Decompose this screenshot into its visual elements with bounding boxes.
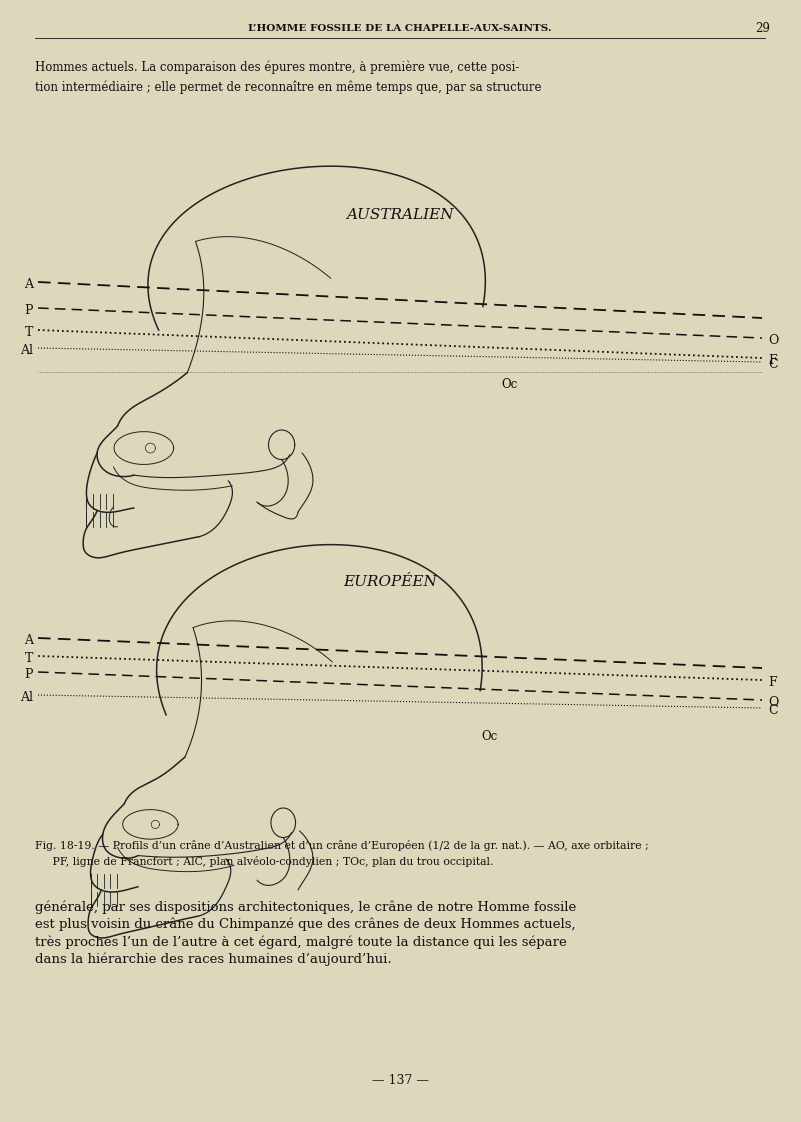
Text: tion intermédiaire ; elle permet de reconnaître en même temps que, par sa struct: tion intermédiaire ; elle permet de reco… [35,80,541,93]
Text: P: P [25,668,33,681]
Text: P: P [25,303,33,316]
Text: F: F [768,675,777,689]
Text: Oc: Oc [482,730,498,743]
Text: Hommes actuels. La comparaison des épures montre, à première vue, cette posi-: Hommes actuels. La comparaison des épure… [35,59,519,74]
Text: O: O [768,333,779,347]
Text: F: F [768,353,777,367]
Text: dans la hiérarchie des races humaines d’aujourd’hui.: dans la hiérarchie des races humaines d’… [35,953,392,966]
Text: très proches l’un de l’autre à cet égard, malgré toute la distance qui les sépar: très proches l’un de l’autre à cet égard… [35,935,567,948]
Text: C: C [768,703,778,717]
Text: AUSTRALIEN: AUSTRALIEN [346,208,454,222]
Text: PF, ligne de Francfort ; AlC, plan alvéolo-condylien ; TOc, plan du trou occipit: PF, ligne de Francfort ; AlC, plan alvéo… [35,856,493,867]
Text: EUROPÉEN: EUROPÉEN [343,574,437,589]
Text: Al: Al [20,343,33,357]
Text: O: O [768,696,779,708]
Text: Fig. 18-19. — Profils d’un crâne d’Australien et d’un crâne d’Européen (1/2 de l: Fig. 18-19. — Profils d’un crâne d’Austr… [35,840,649,850]
Text: Oc: Oc [502,378,518,390]
Text: Al: Al [20,690,33,703]
Text: — 137 —: — 137 — [372,1074,429,1086]
Text: générale, par ses dispositions architectoniques, le crâne de notre Homme fossile: générale, par ses dispositions architect… [35,900,576,913]
Text: est plus voisin du crâne du Chimpanzé que des crânes de deux Hommes actuels,: est plus voisin du crâne du Chimpanzé qu… [35,918,576,931]
Text: C: C [768,358,778,370]
Text: T: T [25,325,33,339]
Text: A: A [24,634,33,646]
Text: L’HOMME FOSSILE DE LA CHAPELLE-AUX-SAINTS.: L’HOMME FOSSILE DE LA CHAPELLE-AUX-SAINT… [248,24,552,33]
Text: 29: 29 [755,21,770,35]
Text: A: A [24,277,33,291]
Text: T: T [25,652,33,664]
